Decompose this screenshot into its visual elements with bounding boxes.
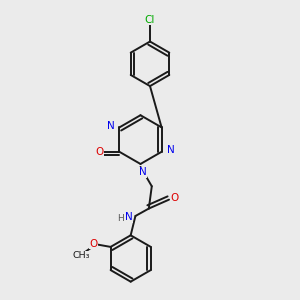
- Text: O: O: [170, 193, 178, 203]
- Text: N: N: [139, 167, 147, 177]
- Text: O: O: [89, 239, 98, 249]
- Text: Cl: Cl: [145, 15, 155, 25]
- Text: O: O: [95, 147, 104, 157]
- Text: H: H: [117, 214, 124, 224]
- Text: CH₃: CH₃: [73, 251, 90, 260]
- Text: N: N: [106, 121, 114, 131]
- Text: N: N: [167, 145, 174, 155]
- Text: N: N: [125, 212, 133, 223]
